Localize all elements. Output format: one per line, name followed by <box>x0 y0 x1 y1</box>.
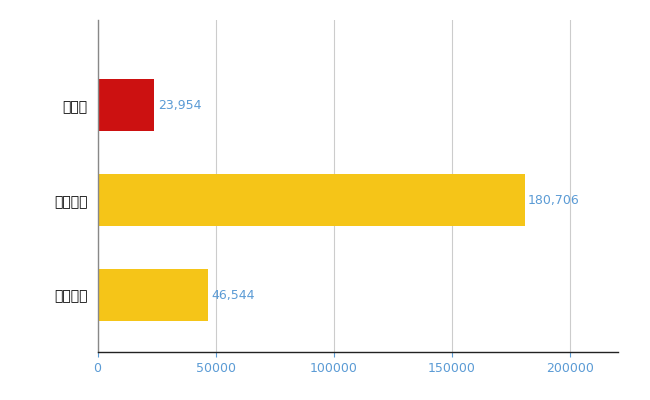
Bar <box>98 269 207 321</box>
Bar <box>98 79 154 132</box>
Text: 23,954: 23,954 <box>158 99 201 112</box>
Text: 46,544: 46,544 <box>211 288 255 302</box>
Bar <box>98 174 525 226</box>
Text: 180,706: 180,706 <box>528 194 580 207</box>
